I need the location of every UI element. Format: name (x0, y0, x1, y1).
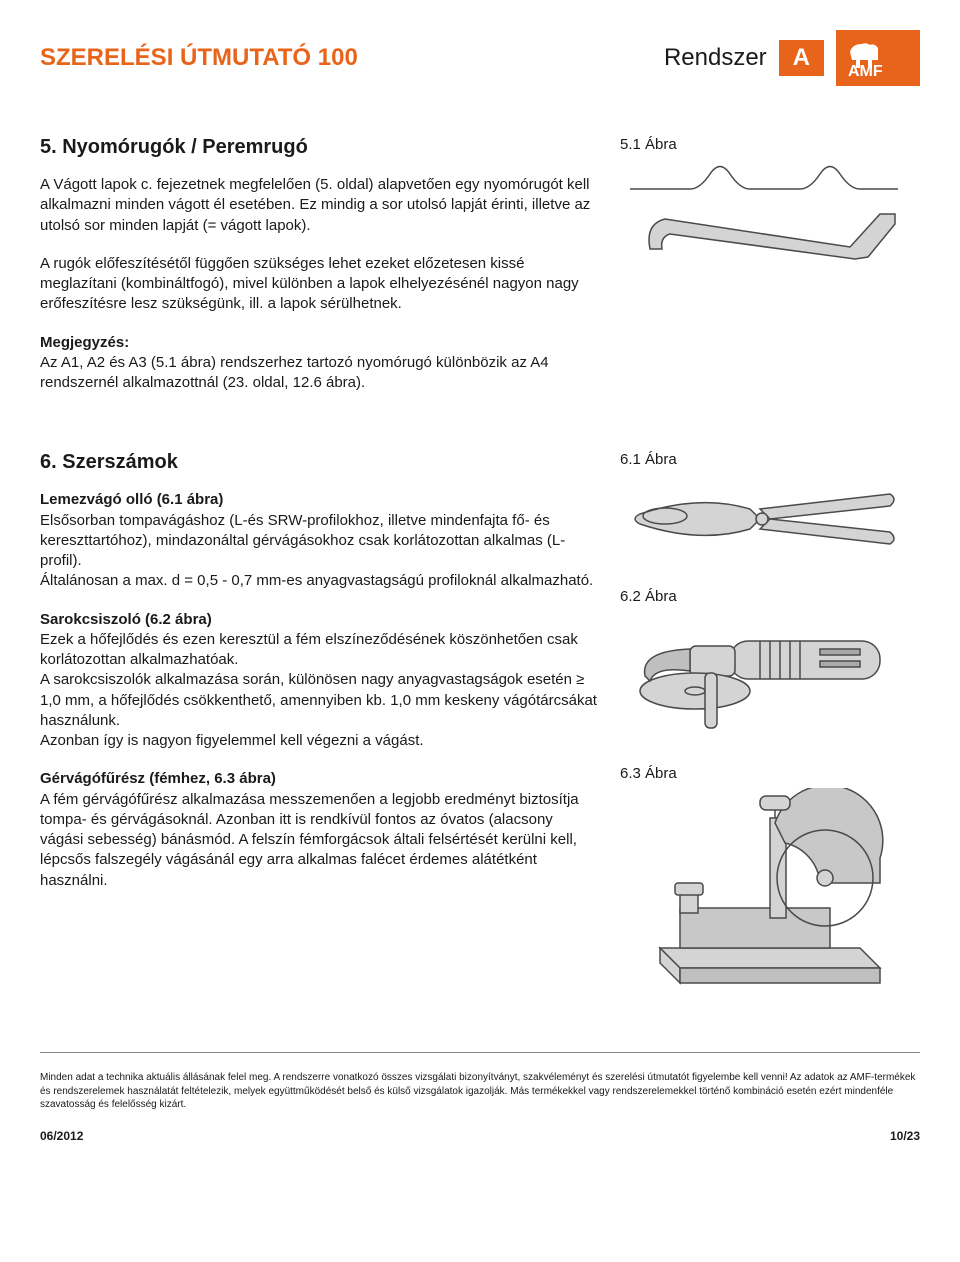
system-label: Rendszer (664, 44, 767, 72)
miter-saw-icon (620, 788, 900, 988)
tool-1-title: Lemezvágó olló (6.1 ábra) (40, 491, 223, 508)
note-label: Megjegyzés: (40, 334, 129, 351)
footer-disclaimer: Minden adat a technika aktuális állásána… (40, 1071, 920, 1112)
figure-6-2: 6.2 Ábra (620, 588, 920, 741)
figure-6-1: 6.1 Ábra (620, 451, 920, 564)
tool-2-text: Ezek a hőfejlődés és ezen keresztül a fé… (40, 631, 597, 749)
footer-page: 10/23 (890, 1128, 920, 1144)
header-right: Rendszer A AMF (664, 30, 920, 86)
angle-grinder-icon (620, 611, 900, 741)
tool-1: Lemezvágó olló (6.1 ábra) Elsősorban tom… (40, 490, 600, 591)
figure-6-2-label: 6.2 Ábra (620, 588, 920, 605)
figure-5-1: 5.1 Ábra (620, 136, 920, 299)
spring-clip-icon (620, 159, 900, 299)
tool-3: Gérvágófűrész (fémhez, 6.3 ábra) A fém g… (40, 769, 600, 891)
section-6: 6. Szerszámok Lemezvágó olló (6.1 ábra) … (40, 451, 920, 1012)
section-5-title: 5. Nyomórugók / Peremrugó (40, 136, 600, 159)
tool-3-title: Gérvágófűrész (fémhez, 6.3 ábra) (40, 770, 276, 787)
page-header: SZERELÉSI ÚTMUTATÓ 100 Rendszer A AMF (40, 30, 920, 86)
note-text: Az A1, A2 és A3 (5.1 ábra) rendszerhez t… (40, 354, 549, 391)
footer-divider (40, 1052, 920, 1053)
amf-logo: AMF (836, 30, 920, 86)
tool-2-title: Sarokcsiszoló (6.2 ábra) (40, 611, 212, 628)
tool-2: Sarokcsiszoló (6.2 ábra) Ezek a hőfejlőd… (40, 610, 600, 752)
figure-6-3: 6.3 Ábra (620, 765, 920, 988)
footer-bottom: 06/2012 10/23 (40, 1128, 920, 1144)
section-5-note: Megjegyzés: Az A1, A2 és A3 (5.1 ábra) r… (40, 333, 600, 394)
system-badge: A (779, 40, 824, 76)
figure-5-1-label: 5.1 Ábra (620, 136, 920, 153)
page-footer: Minden adat a technika aktuális állásána… (40, 1052, 920, 1144)
doc-title: SZERELÉSI ÚTMUTATÓ 100 (40, 44, 358, 72)
tool-3-text: A fém gérvágófűrész alkalmazása messzeme… (40, 791, 579, 889)
amf-logo-icon: AMF (846, 38, 910, 78)
tool-1-text: Elsősorban tompavágáshoz (L-és SRW-profi… (40, 512, 593, 590)
logo-text: AMF (848, 63, 883, 78)
figure-6-1-label: 6.1 Ábra (620, 451, 920, 468)
section-5-p1: A Vágott lapok c. fejezetnek megfelelően… (40, 175, 600, 236)
footer-date: 06/2012 (40, 1128, 83, 1144)
section-6-title: 6. Szerszámok (40, 451, 600, 474)
figure-6-3-label: 6.3 Ábra (620, 765, 920, 782)
section-5: 5. Nyomórugók / Peremrugó A Vágott lapok… (40, 136, 920, 411)
section-5-p2: A rugók előfeszítésétől függően szüksége… (40, 254, 600, 315)
tin-snips-icon (620, 474, 900, 564)
